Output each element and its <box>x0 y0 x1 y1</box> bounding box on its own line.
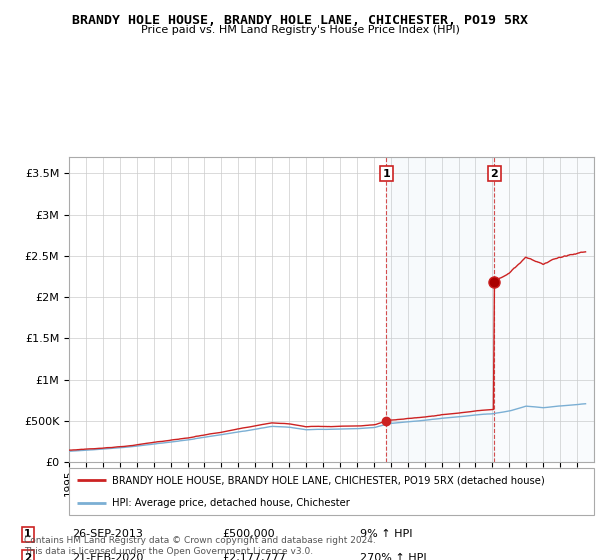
Text: 9% ↑ HPI: 9% ↑ HPI <box>360 529 413 539</box>
Text: 1: 1 <box>24 529 31 539</box>
Text: 26-SEP-2013: 26-SEP-2013 <box>72 529 143 539</box>
Bar <box>494 157 594 462</box>
Text: BRANDY HOLE HOUSE, BRANDY HOLE LANE, CHICHESTER, PO19 5RX (detached house): BRANDY HOLE HOUSE, BRANDY HOLE LANE, CHI… <box>112 475 545 486</box>
Text: £500,000: £500,000 <box>222 529 275 539</box>
FancyBboxPatch shape <box>69 468 594 515</box>
Text: Contains HM Land Registry data © Crown copyright and database right 2024.
This d: Contains HM Land Registry data © Crown c… <box>24 536 376 556</box>
Text: £2,177,777: £2,177,777 <box>222 553 286 560</box>
Text: 2: 2 <box>491 169 498 179</box>
Text: 270% ↑ HPI: 270% ↑ HPI <box>360 553 427 560</box>
Text: 2: 2 <box>24 553 31 560</box>
Text: 21-FEB-2020: 21-FEB-2020 <box>72 553 143 560</box>
Text: BRANDY HOLE HOUSE, BRANDY HOLE LANE, CHICHESTER, PO19 5RX: BRANDY HOLE HOUSE, BRANDY HOLE LANE, CHI… <box>72 14 528 27</box>
Bar <box>386 157 494 462</box>
Text: HPI: Average price, detached house, Chichester: HPI: Average price, detached house, Chic… <box>112 498 350 508</box>
Text: Price paid vs. HM Land Registry's House Price Index (HPI): Price paid vs. HM Land Registry's House … <box>140 25 460 35</box>
Text: 1: 1 <box>382 169 390 179</box>
